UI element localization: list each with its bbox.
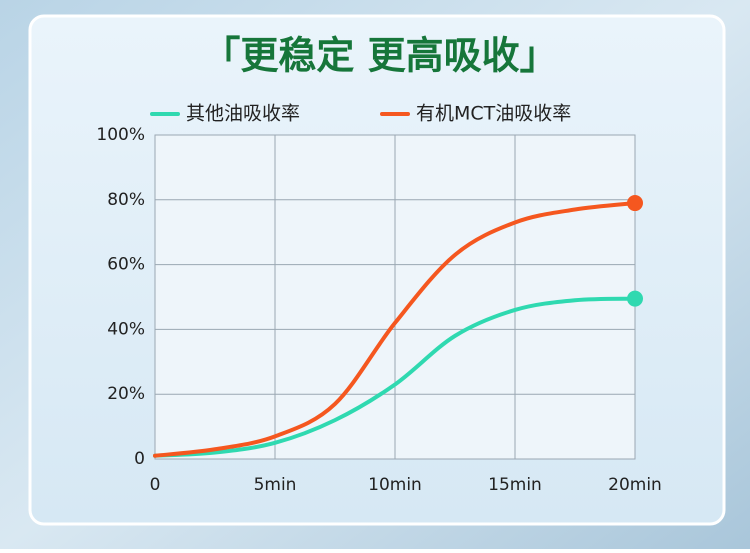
x-tick-label: 20min xyxy=(608,475,662,495)
y-tick-label: 20% xyxy=(107,384,145,404)
x-tick-label: 10min xyxy=(368,475,422,495)
y-tick-label: 0 xyxy=(134,449,145,469)
y-tick-label: 60% xyxy=(107,255,145,275)
series-line xyxy=(153,201,637,458)
y-tick-label: 100% xyxy=(96,125,145,145)
end-dot xyxy=(627,290,643,307)
x-tick-label: 0 xyxy=(150,475,161,495)
end-dot xyxy=(627,195,643,212)
series-line xyxy=(153,296,637,458)
chart-title: 「更稳定 更高吸收」 xyxy=(202,34,557,78)
y-tick-label: 80% xyxy=(107,190,145,210)
legend-label: 其他油吸收率 xyxy=(186,103,300,125)
legend-label: 有机MCT油吸收率 xyxy=(416,103,571,125)
y-tick-label: 40% xyxy=(107,319,145,339)
x-tick-label: 5min xyxy=(254,475,297,495)
x-tick-label: 15min xyxy=(488,475,542,495)
